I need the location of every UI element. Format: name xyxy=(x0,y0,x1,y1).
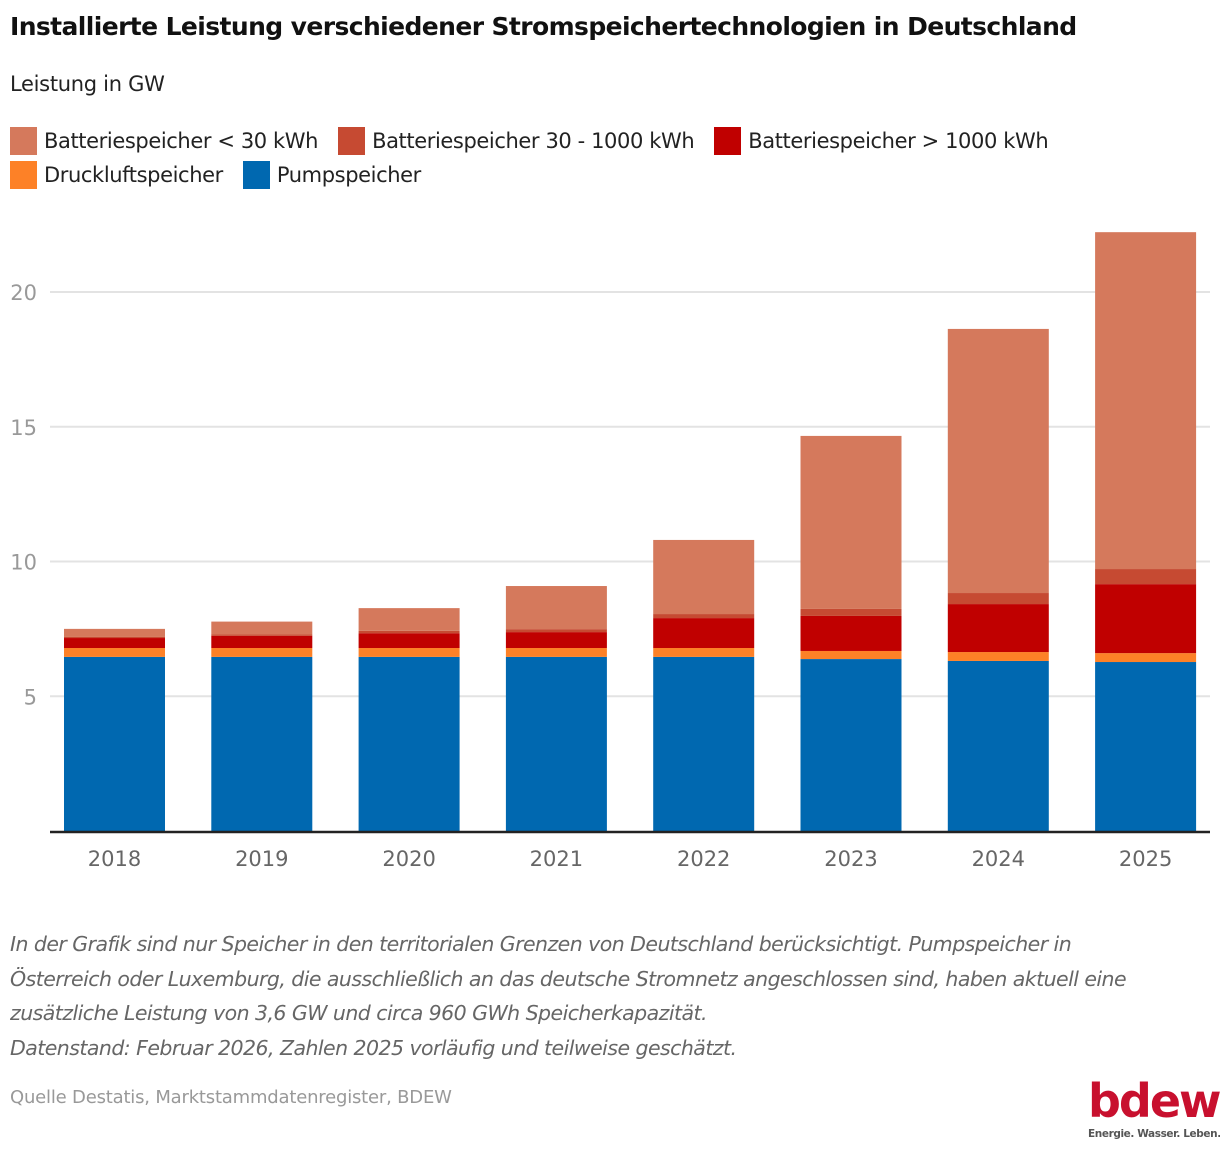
source-text: Quelle Destatis, Marktstammdatenregister… xyxy=(10,1087,452,1108)
bar-segment[interactable]: Batteriespeicher 30 - 1000 kWh 2022: 0.1… xyxy=(653,614,755,619)
y-tick-label: 5 xyxy=(24,685,37,709)
legend-label: Pumpspeicher xyxy=(276,163,421,187)
bar-segment[interactable]: Batteriespeicher > 1000 kWh 2023: 1.3 xyxy=(800,615,902,651)
bar-segment[interactable]: Pumpspeicher 2018: 6.46 xyxy=(64,656,165,831)
bar-segment[interactable]: Batteriespeicher > 1000 kWh 2018: 0.37 xyxy=(64,638,165,649)
legend-item-pumped-storage[interactable]: Pumpspeicher xyxy=(242,161,421,189)
bar-segment[interactable]: Batteriespeicher < 30 kWh 2024: 9.8 xyxy=(947,328,1049,594)
bar-segment[interactable]: Batteriespeicher < 30 kWh 2023: 6.42 xyxy=(800,435,902,609)
bar-segment[interactable]: Druckluftspeicher 2020: 0.33 xyxy=(358,648,460,657)
bar-segment[interactable]: Batteriespeicher > 1000 kWh 2020: 0.55 xyxy=(358,633,460,649)
x-axis-ticks: 2018 2019 2020 2021 2022 2023 2024 2025 xyxy=(88,847,1173,871)
legend-item-compressed-air[interactable]: Druckluftspeicher xyxy=(10,161,223,189)
bar-segment[interactable]: Batteriespeicher 30 - 1000 kWh 2023: 0.2… xyxy=(800,608,902,616)
legend-label: Batteriespeicher 30 - 1000 kWh xyxy=(372,129,695,153)
logo-tagline: Energie. Wasser. Leben. xyxy=(1088,1128,1220,1140)
bar-segment[interactable]: Batteriespeicher < 30 kWh 2020: 0.84 xyxy=(358,608,460,631)
note-line: Österreich oder Luxemburg, die ausschlie… xyxy=(10,966,1127,991)
legend-swatch xyxy=(338,127,366,155)
bar-stack-2024[interactable]: Pumpspeicher 2024: 6.31Druckluftspeicher… xyxy=(947,328,1049,831)
logo-wordmark: bdew xyxy=(1088,1074,1220,1128)
legend: Batteriespeicher < 30 kWh Batteriespeich… xyxy=(10,124,1210,192)
legend-swatch xyxy=(714,127,742,155)
bar-segment[interactable]: Batteriespeicher > 1000 kWh 2021: 0.59 xyxy=(505,632,607,649)
x-tick-label: 2023 xyxy=(824,847,877,871)
bar-segment[interactable]: Batteriespeicher < 30 kWh 2018: 0.3 xyxy=(64,628,165,637)
x-tick-label: 2019 xyxy=(235,847,288,871)
bar-segment[interactable]: Batteriespeicher 30 - 1000 kWh 2019: 0.0… xyxy=(211,634,313,636)
note-line: In der Grafik sind nur Speicher in den t… xyxy=(10,932,1072,956)
bar-segment[interactable]: Druckluftspeicher 2019: 0.33 xyxy=(211,648,313,657)
bar-segment[interactable]: Pumpspeicher 2020: 6.46 xyxy=(358,656,460,831)
bar-segment[interactable]: Batteriespeicher > 1000 kWh 2022: 1.11 xyxy=(653,618,755,649)
bar-stack-2018[interactable]: Pumpspeicher 2018: 6.46Druckluftspeicher… xyxy=(64,628,165,831)
bar-segment[interactable]: Batteriespeicher 30 - 1000 kWh 2021: 0.1… xyxy=(505,629,607,633)
legend-label: Batteriespeicher > 1000 kWh xyxy=(748,129,1049,153)
bar-segment[interactable]: Batteriespeicher > 1000 kWh 2025: 2.56 xyxy=(1095,584,1197,654)
bdew-logo: bdew Energie. Wasser. Leben. xyxy=(1088,1074,1220,1146)
bar-segment[interactable]: Batteriespeicher > 1000 kWh 2024: 1.78 xyxy=(947,604,1049,653)
note-line: Datenstand: Februar 2026, Zahlen 2025 vo… xyxy=(10,1035,737,1060)
x-tick-label: 2024 xyxy=(972,847,1025,871)
chart-title: Installierte Leistung verschiedener Stro… xyxy=(10,12,1077,41)
bar-stack-2022[interactable]: Pumpspeicher 2022: 6.46Druckluftspeicher… xyxy=(653,539,755,831)
y-axis-ticks: 5 10 15 20 xyxy=(10,281,37,709)
bar-segment[interactable]: Druckluftspeicher 2024: 0.33 xyxy=(947,652,1049,661)
y-tick-label: 10 xyxy=(10,551,37,575)
bar-segment[interactable]: Druckluftspeicher 2022: 0.33 xyxy=(653,648,755,657)
bar-segment[interactable]: Pumpspeicher 2022: 6.46 xyxy=(653,656,755,831)
x-tick-label: 2021 xyxy=(530,847,583,871)
bars: Pumpspeicher 2018: 6.46Druckluftspeicher… xyxy=(64,232,1197,831)
legend-label: Druckluftspeicher xyxy=(44,163,223,187)
chart-note: In der Grafik sind nur Speicher in den t… xyxy=(10,927,1215,1065)
bar-segment[interactable]: Batteriespeicher < 30 kWh 2021: 1.6 xyxy=(505,586,607,630)
y-tick-label: 20 xyxy=(10,281,37,305)
x-tick-label: 2020 xyxy=(382,847,435,871)
bar-stack-2021[interactable]: Pumpspeicher 2021: 6.46Druckluftspeicher… xyxy=(505,586,607,831)
bar-segment[interactable]: Druckluftspeicher 2018: 0.33 xyxy=(64,648,165,657)
y-tick-label: 15 xyxy=(10,416,37,440)
legend-swatch xyxy=(10,161,37,189)
bar-segment[interactable]: Batteriespeicher > 1000 kWh 2019: 0.45 xyxy=(211,635,313,649)
legend-swatch xyxy=(10,127,37,155)
bar-segment[interactable]: Druckluftspeicher 2025: 0.33 xyxy=(1095,653,1197,663)
bar-segment[interactable]: Batteriespeicher 30 - 1000 kWh 2020: 0.0… xyxy=(358,630,460,634)
bar-stack-2020[interactable]: Pumpspeicher 2020: 6.46Druckluftspeicher… xyxy=(358,608,460,831)
bar-segment[interactable]: Batteriespeicher < 30 kWh 2019: 0.48 xyxy=(211,621,313,635)
bar-stack-2023[interactable]: Pumpspeicher 2023: 6.38Druckluftspeicher… xyxy=(800,435,902,831)
legend-swatch xyxy=(242,161,270,189)
bar-segment[interactable]: Batteriespeicher < 30 kWh 2022: 2.75 xyxy=(653,539,755,615)
x-tick-label: 2025 xyxy=(1119,847,1172,871)
bar-segment[interactable]: Pumpspeicher 2023: 6.38 xyxy=(800,659,902,831)
bar-stack-2025[interactable]: Pumpspeicher 2025: 6.27Druckluftspeicher… xyxy=(1095,232,1197,831)
bar-segment[interactable]: Batteriespeicher 30 - 1000 kWh 2024: 0.4… xyxy=(947,593,1049,605)
legend-item-battery-medium[interactable]: Batteriespeicher 30 - 1000 kWh xyxy=(338,127,695,155)
note-line: zusätzliche Leistung von 3,6 GW und circ… xyxy=(10,1001,707,1025)
bar-segment[interactable]: Batteriespeicher 30 - 1000 kWh 2025: 0.5… xyxy=(1095,569,1197,585)
legend-item-battery-small[interactable]: Batteriespeicher < 30 kWh xyxy=(10,127,318,155)
legend-row: Druckluftspeicher Pumpspeicher xyxy=(10,158,1210,192)
legend-item-battery-large[interactable]: Batteriespeicher > 1000 kWh xyxy=(714,127,1049,155)
bar-segment[interactable]: Pumpspeicher 2024: 6.31 xyxy=(947,660,1049,831)
bar-segment[interactable]: Druckluftspeicher 2023: 0.3 xyxy=(800,650,902,660)
x-tick-label: 2018 xyxy=(88,847,141,871)
bar-segment[interactable]: Pumpspeicher 2025: 6.27 xyxy=(1095,662,1197,831)
legend-label: Batteriespeicher < 30 kWh xyxy=(44,129,319,153)
bar-segment[interactable]: Batteriespeicher < 30 kWh 2025: 12.5 xyxy=(1095,232,1197,570)
legend-row: Batteriespeicher < 30 kWh Batteriespeich… xyxy=(10,124,1210,158)
bar-segment[interactable]: Druckluftspeicher 2021: 0.33 xyxy=(505,648,607,657)
chart-subtitle: Leistung in GW xyxy=(10,72,165,96)
bar-segment[interactable]: Pumpspeicher 2021: 6.46 xyxy=(505,656,607,831)
bar-segment[interactable]: Batteriespeicher 30 - 1000 kWh 2018: 0.0… xyxy=(64,636,165,639)
x-tick-label: 2022 xyxy=(677,847,730,871)
bar-segment[interactable]: Pumpspeicher 2019: 6.46 xyxy=(211,656,313,831)
bar-stack-2019[interactable]: Pumpspeicher 2019: 6.46Druckluftspeicher… xyxy=(211,621,313,831)
